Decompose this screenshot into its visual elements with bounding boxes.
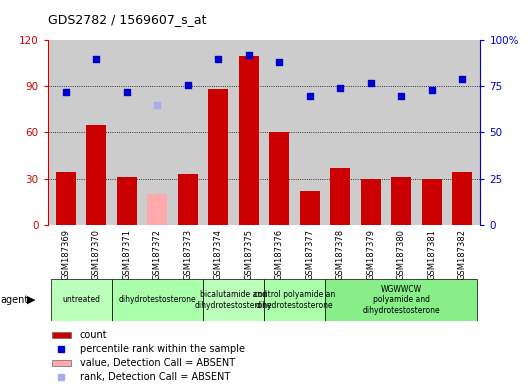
Text: count: count [80,329,108,339]
Point [62,89,70,95]
Bar [331,168,350,225]
Point [275,60,284,66]
Point [184,81,192,88]
Point [458,76,466,82]
Text: GSM187371: GSM187371 [122,229,131,280]
Bar [361,179,381,225]
Text: GSM187375: GSM187375 [244,229,253,280]
Text: GSM187376: GSM187376 [275,229,284,280]
Text: GSM187374: GSM187374 [214,229,223,280]
Point [92,56,100,62]
Point [153,102,162,108]
Text: GSM187370: GSM187370 [92,229,101,280]
Bar [391,177,411,225]
Bar [209,89,228,225]
Text: dihydrotestosterone: dihydrotestosterone [118,295,196,305]
Text: GSM187379: GSM187379 [366,229,375,280]
Text: rank, Detection Call = ABSENT: rank, Detection Call = ABSENT [80,372,230,382]
Text: agent: agent [1,295,29,305]
Point [214,56,222,62]
Bar [147,194,167,225]
Text: GSM187381: GSM187381 [427,229,436,280]
Bar [452,172,472,225]
Text: GSM187373: GSM187373 [183,229,192,280]
Point [336,85,344,91]
Bar [52,360,71,366]
Point [306,93,314,99]
Point [428,87,436,93]
Bar [325,279,477,321]
Text: WGWWCW
polyamide and
dihydrotestosterone: WGWWCW polyamide and dihydrotestosterone [362,285,440,315]
Bar [300,191,319,225]
Point [244,52,253,58]
Bar [239,56,259,225]
Point [397,93,406,99]
Bar [269,132,289,225]
Bar [203,279,264,321]
Bar [178,174,197,225]
Text: GSM187372: GSM187372 [153,229,162,280]
Bar [117,177,137,225]
Point [366,79,375,86]
Text: GSM187369: GSM187369 [61,229,70,280]
Text: ▶: ▶ [27,295,36,305]
Text: value, Detection Call = ABSENT: value, Detection Call = ABSENT [80,358,235,368]
Text: control polyamide an
dihydrotestosterone: control polyamide an dihydrotestosterone [254,290,335,310]
Text: bicalutamide and
dihydrotestosterone: bicalutamide and dihydrotestosterone [195,290,272,310]
Text: untreated: untreated [62,295,100,305]
Bar [264,279,325,321]
Text: GDS2782 / 1569607_s_at: GDS2782 / 1569607_s_at [48,13,206,26]
Point [122,89,131,95]
Bar [52,332,71,338]
Text: GSM187378: GSM187378 [336,229,345,280]
Text: GSM187377: GSM187377 [305,229,314,280]
Bar [87,125,106,225]
Bar [56,172,76,225]
Text: GSM187380: GSM187380 [397,229,406,280]
Bar [111,279,203,321]
Text: GSM187382: GSM187382 [458,229,467,280]
Text: percentile rank within the sample: percentile rank within the sample [80,344,245,354]
Bar [51,279,111,321]
Bar [422,179,441,225]
